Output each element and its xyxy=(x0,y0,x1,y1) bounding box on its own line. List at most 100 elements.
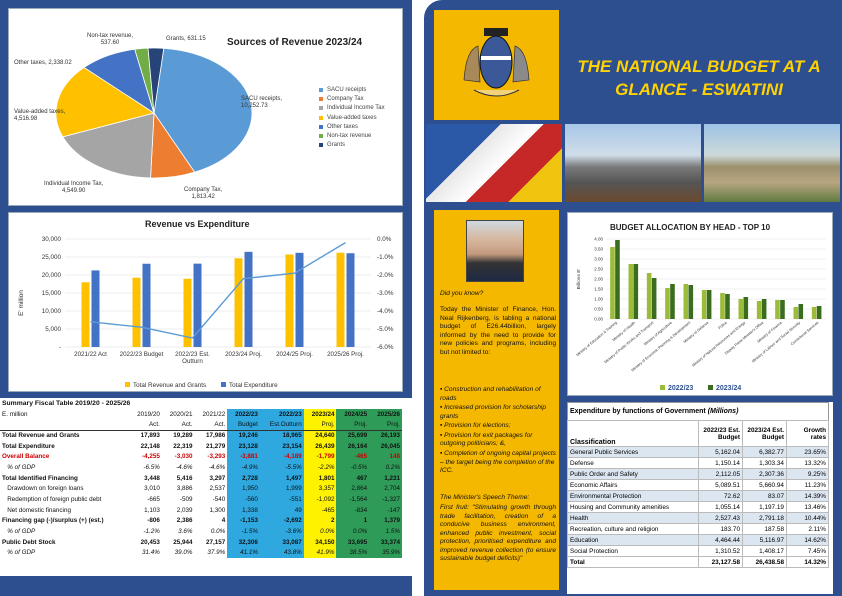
row-value: -0.5% xyxy=(336,462,370,473)
x-tick-label: 2022/23 Est. xyxy=(175,351,210,358)
row-value: 1 xyxy=(336,515,370,527)
row-value: 0.0% xyxy=(210,528,226,536)
y-tick-label: 30,000 xyxy=(42,236,62,243)
damaged-road-photo xyxy=(565,124,701,202)
expenditure-row: Social Protection 1,310.52 1,408.17 7.45% xyxy=(567,545,829,557)
pie-legend-item: Non-tax revenue xyxy=(319,133,385,139)
row-value: -1,799 xyxy=(303,451,337,463)
year-col: 2022/23 xyxy=(227,408,260,420)
row-value: -806 xyxy=(147,517,160,525)
legend-swatch xyxy=(319,97,323,102)
revenue-expenditure-chart: Revenue vs Expenditure 30,000 0.0% 25,000 -… xyxy=(8,212,403,392)
class-cell: Environmental Protection xyxy=(567,490,699,502)
head-2023: 2023/24 Est. Budget xyxy=(742,420,787,447)
pie-slice xyxy=(55,66,155,138)
row-value: 22,319 xyxy=(173,442,193,450)
bar xyxy=(761,299,767,319)
row-value: 25,944 xyxy=(173,538,193,546)
expenditure-table-box: Expenditure by functions of Government (… xyxy=(567,402,833,594)
class-cell: Defense xyxy=(567,457,699,469)
year-col: 2020/21 xyxy=(169,410,193,418)
row-value: 2,728 xyxy=(227,472,260,484)
x-tick-label: 2021/22 Act xyxy=(74,351,107,358)
pie-label-sacu: SACU receipts, 10,252.73 xyxy=(241,96,283,109)
bar xyxy=(701,290,707,319)
pie-title: Sources of Revenue 2023/24 xyxy=(227,37,363,48)
row-value: 32,306 xyxy=(227,536,260,548)
pie-svg xyxy=(55,47,253,179)
budget-2022-cell: 23,127.58 xyxy=(698,556,743,568)
y-tick-label: 2.50 xyxy=(594,267,603,272)
row-value: 26,045 xyxy=(369,440,402,452)
did-you-know-list: ▪ Construction and rehabilitation of roa… xyxy=(440,386,556,477)
budget-2023-cell: 2,307.36 xyxy=(742,468,787,480)
bar xyxy=(756,301,762,319)
y-tick-label: 3.00 xyxy=(594,257,603,262)
row-value: 1,103 xyxy=(144,506,160,514)
x-tick-label: 2025/26 Proj. xyxy=(327,351,364,358)
coat-of-arms-box xyxy=(434,10,559,120)
row-value: -2.2% xyxy=(303,462,337,473)
budget-2023-cell: 26,438.58 xyxy=(742,556,787,568)
bar xyxy=(775,300,780,319)
row-value: -665 xyxy=(147,496,160,504)
row-value: -3,881 xyxy=(227,451,260,463)
year-sub: Proj. xyxy=(336,419,370,431)
pie-legend-item: SACU receipts xyxy=(319,87,385,93)
year-col: 2022/23 xyxy=(259,408,304,420)
budget-2023-cell: 1,408.17 xyxy=(742,545,787,557)
legend-swatch xyxy=(319,124,323,129)
budget-2022-cell: 5,162.04 xyxy=(698,446,743,458)
y-tick-label: 1.50 xyxy=(594,287,603,292)
row-value: -3,293 xyxy=(207,453,226,461)
bar xyxy=(665,288,670,319)
row-value: -540 xyxy=(212,496,226,504)
did-you-know-bullet: ▪ Increased provision for scholarship gr… xyxy=(440,404,547,420)
bar xyxy=(725,294,730,319)
budget-2023-cell: 1,303.34 xyxy=(742,457,787,469)
row-value: 24,640 xyxy=(303,430,337,441)
row-value: 33,695 xyxy=(336,536,370,548)
did-you-know-bullet: ▪ Construction and rehabilitation of roa… xyxy=(440,386,541,402)
did-you-know-body: Today the Minister of Finance, Hon. Neal… xyxy=(440,306,556,356)
summary-row: % of GDP -1.2% 3.6% 0.0% -1.5% -3.6% 0.0% 0.0% 1… xyxy=(0,526,402,537)
legend-label: Total Expenditure xyxy=(229,382,278,389)
row-value: -6.5% xyxy=(143,463,160,471)
head-growth: Growth rates xyxy=(786,420,829,447)
bar xyxy=(81,282,90,347)
row-value: -2,692 xyxy=(259,515,304,527)
bar xyxy=(816,306,822,319)
row-value: 148 xyxy=(369,451,402,463)
building-photo xyxy=(704,124,840,202)
bar xyxy=(646,273,652,319)
row-value: -5.5% xyxy=(259,462,304,473)
expenditure-row: Defense 1,150.14 1,303.34 13.32% xyxy=(567,457,829,469)
row-value: 1,950 xyxy=(227,483,260,495)
bar xyxy=(336,252,345,347)
row-value: 2,704 xyxy=(369,483,402,495)
row-value: 1,379 xyxy=(369,515,402,527)
row-value: 35.9% xyxy=(369,547,402,559)
year-sub: Proj. xyxy=(303,419,337,431)
row-value: 27,157 xyxy=(205,538,226,546)
budget-2022-cell: 183.70 xyxy=(698,523,743,535)
bar xyxy=(798,304,804,319)
y2-tick-label: -6.0% xyxy=(377,344,394,351)
did-you-know-bullet: ▪ Completion of ongoing capital projects… xyxy=(440,449,556,475)
year-sub: Act. xyxy=(181,420,193,428)
bar xyxy=(234,258,243,347)
row-value: -551 xyxy=(259,494,304,505)
row-value: 20,453 xyxy=(140,538,160,546)
summary-row: Total Revenue and Grants 17,893 19,289 17,9… xyxy=(0,430,402,441)
row-value: 23,128 xyxy=(227,440,260,452)
bar xyxy=(285,254,294,347)
row-value: 2,039 xyxy=(176,506,193,514)
row-value: -4,189 xyxy=(259,451,304,463)
legend-label: Total Revenue and Grants xyxy=(133,382,206,389)
bar xyxy=(183,278,192,347)
year-sub: Act. xyxy=(214,420,226,428)
expenditure-row: Health 2,527.43 2,791.18 10.44% xyxy=(567,512,829,524)
row-label: Redemption of foreign public debt xyxy=(2,496,102,504)
budget-2022-cell: 1,150.14 xyxy=(698,457,743,469)
pie-slice xyxy=(147,47,165,114)
